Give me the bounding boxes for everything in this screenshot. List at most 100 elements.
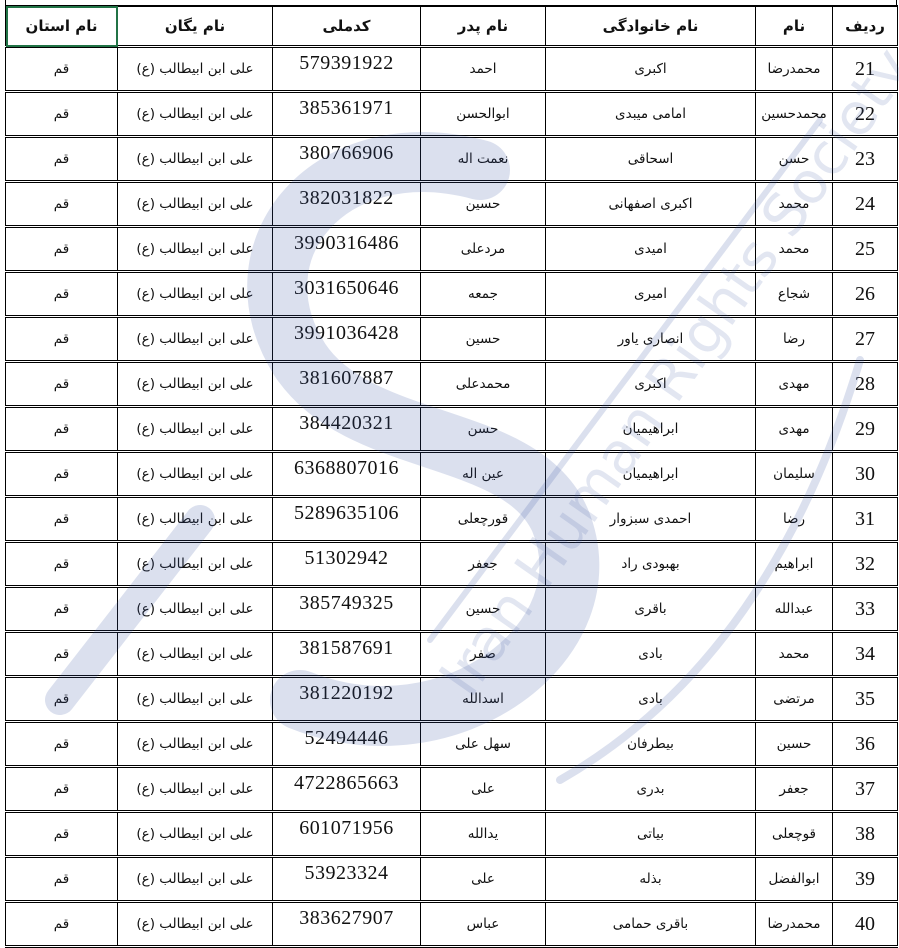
cell-first-name[interactable]: سلیمان xyxy=(755,451,833,498)
cell-row-number[interactable]: 36 xyxy=(832,721,898,768)
cell-first-name[interactable]: محمدرضا xyxy=(755,901,833,948)
cell-row-number[interactable]: 38 xyxy=(832,811,898,858)
cell-father-name[interactable]: نعمت اله xyxy=(420,136,546,183)
cell-father-name[interactable]: جعفر xyxy=(420,541,546,588)
cell-father-name[interactable]: حسن xyxy=(420,406,546,453)
cell-first-name[interactable]: ابراهیم xyxy=(755,541,833,588)
header-unit-name[interactable]: نام یگان xyxy=(117,5,273,48)
cell-first-name[interactable]: محمد xyxy=(755,631,833,678)
cell-row-number[interactable]: 37 xyxy=(832,766,898,813)
cell-last-name[interactable]: بدری xyxy=(545,766,756,813)
cell-last-name[interactable]: اسحاقی xyxy=(545,136,756,183)
cell-father-name[interactable]: علی xyxy=(420,856,546,903)
cell-first-name[interactable]: ابوالفضل xyxy=(755,856,833,903)
cell-province-name[interactable]: قم xyxy=(5,676,118,723)
cell-first-name[interactable]: مرتضی xyxy=(755,676,833,723)
cell-last-name[interactable]: ابراهیمیان xyxy=(545,406,756,453)
cell-province-name[interactable]: قم xyxy=(5,811,118,858)
cell-province-name[interactable]: قم xyxy=(5,406,118,453)
cell-father-name[interactable]: عباس xyxy=(420,901,546,948)
cell-unit-name[interactable]: علی ابن ابیطالب (ع) xyxy=(117,856,273,903)
cell-first-name[interactable]: رضا xyxy=(755,496,833,543)
cell-row-number[interactable]: 29 xyxy=(832,406,898,453)
cell-first-name[interactable]: محمدرضا xyxy=(755,46,833,93)
cell-last-name[interactable]: باقری xyxy=(545,586,756,633)
cell-province-name[interactable]: قم xyxy=(5,766,118,813)
cell-unit-name[interactable]: علی ابن ابیطالب (ع) xyxy=(117,631,273,678)
cell-national-code[interactable]: 381220192 xyxy=(272,676,421,723)
cell-province-name[interactable]: قم xyxy=(5,586,118,633)
cell-father-name[interactable]: جمعه xyxy=(420,271,546,318)
cell-unit-name[interactable]: علی ابن ابیطالب (ع) xyxy=(117,316,273,363)
cell-last-name[interactable]: امیری xyxy=(545,271,756,318)
cell-row-number[interactable]: 25 xyxy=(832,226,898,273)
cell-national-code[interactable]: 381587691 xyxy=(272,631,421,678)
cell-row-number[interactable]: 33 xyxy=(832,586,898,633)
cell-row-number[interactable]: 30 xyxy=(832,451,898,498)
cell-last-name[interactable]: باقری حمامی xyxy=(545,901,756,948)
cell-first-name[interactable]: رضا xyxy=(755,316,833,363)
cell-province-name[interactable]: قم xyxy=(5,901,118,948)
cell-father-name[interactable]: سهل علی xyxy=(420,721,546,768)
cell-row-number[interactable]: 35 xyxy=(832,676,898,723)
cell-unit-name[interactable]: علی ابن ابیطالب (ع) xyxy=(117,901,273,948)
cell-last-name[interactable]: بیاتی xyxy=(545,811,756,858)
cell-first-name[interactable]: جعفر xyxy=(755,766,833,813)
cell-national-code[interactable]: 601071956 xyxy=(272,811,421,858)
cell-national-code[interactable]: 383627907 xyxy=(272,901,421,948)
cell-first-name[interactable]: محمد xyxy=(755,181,833,228)
cell-province-name[interactable]: قم xyxy=(5,316,118,363)
cell-province-name[interactable]: قم xyxy=(5,451,118,498)
cell-unit-name[interactable]: علی ابن ابیطالب (ع) xyxy=(117,91,273,138)
cell-row-number[interactable]: 28 xyxy=(832,361,898,408)
cell-row-number[interactable]: 26 xyxy=(832,271,898,318)
cell-first-name[interactable]: محمدحسین xyxy=(755,91,833,138)
cell-province-name[interactable]: قم xyxy=(5,46,118,93)
cell-father-name[interactable]: حسین xyxy=(420,181,546,228)
cell-province-name[interactable]: قم xyxy=(5,226,118,273)
cell-national-code[interactable]: 51302942 xyxy=(272,541,421,588)
cell-national-code[interactable]: 380766906 xyxy=(272,136,421,183)
cell-father-name[interactable]: یدالله xyxy=(420,811,546,858)
cell-national-code[interactable]: 6368807016 xyxy=(272,451,421,498)
cell-unit-name[interactable]: علی ابن ابیطالب (ع) xyxy=(117,406,273,453)
cell-national-code[interactable]: 384420321 xyxy=(272,406,421,453)
cell-last-name[interactable]: اکبری اصفهانی xyxy=(545,181,756,228)
cell-row-number[interactable]: 31 xyxy=(832,496,898,543)
cell-unit-name[interactable]: علی ابن ابیطالب (ع) xyxy=(117,811,273,858)
cell-province-name[interactable]: قم xyxy=(5,136,118,183)
cell-province-name[interactable]: قم xyxy=(5,541,118,588)
cell-first-name[interactable]: قوچعلی xyxy=(755,811,833,858)
cell-first-name[interactable]: مهدی xyxy=(755,406,833,453)
cell-national-code[interactable]: 4722865663 xyxy=(272,766,421,813)
cell-national-code[interactable]: 579391922 xyxy=(272,46,421,93)
cell-unit-name[interactable]: علی ابن ابیطالب (ع) xyxy=(117,226,273,273)
cell-row-number[interactable]: 34 xyxy=(832,631,898,678)
cell-province-name[interactable]: قم xyxy=(5,361,118,408)
header-national-code[interactable]: کدملی xyxy=(272,5,421,48)
cell-father-name[interactable]: حسین xyxy=(420,316,546,363)
cell-row-number[interactable]: 39 xyxy=(832,856,898,903)
cell-father-name[interactable]: مردعلی xyxy=(420,226,546,273)
cell-row-number[interactable]: 22 xyxy=(832,91,898,138)
cell-first-name[interactable]: محمد xyxy=(755,226,833,273)
cell-father-name[interactable]: علی xyxy=(420,766,546,813)
cell-last-name[interactable]: امیدی xyxy=(545,226,756,273)
cell-unit-name[interactable]: علی ابن ابیطالب (ع) xyxy=(117,46,273,93)
cell-unit-name[interactable]: علی ابن ابیطالب (ع) xyxy=(117,541,273,588)
cell-row-number[interactable]: 32 xyxy=(832,541,898,588)
cell-last-name[interactable]: بذله xyxy=(545,856,756,903)
cell-father-name[interactable]: احمد xyxy=(420,46,546,93)
cell-row-number[interactable]: 27 xyxy=(832,316,898,363)
cell-father-name[interactable]: اسدالله xyxy=(420,676,546,723)
cell-national-code[interactable]: 3991036428 xyxy=(272,316,421,363)
cell-national-code[interactable]: 381607887 xyxy=(272,361,421,408)
cell-father-name[interactable]: عین اله xyxy=(420,451,546,498)
header-last-name[interactable]: نام خانوادگی xyxy=(545,5,756,48)
cell-first-name[interactable]: عبدالله xyxy=(755,586,833,633)
cell-unit-name[interactable]: علی ابن ابیطالب (ع) xyxy=(117,586,273,633)
cell-unit-name[interactable]: علی ابن ابیطالب (ع) xyxy=(117,676,273,723)
cell-national-code[interactable]: 5289635106 xyxy=(272,496,421,543)
cell-national-code[interactable]: 385361971 xyxy=(272,91,421,138)
header-first-name[interactable]: نام xyxy=(755,5,833,48)
